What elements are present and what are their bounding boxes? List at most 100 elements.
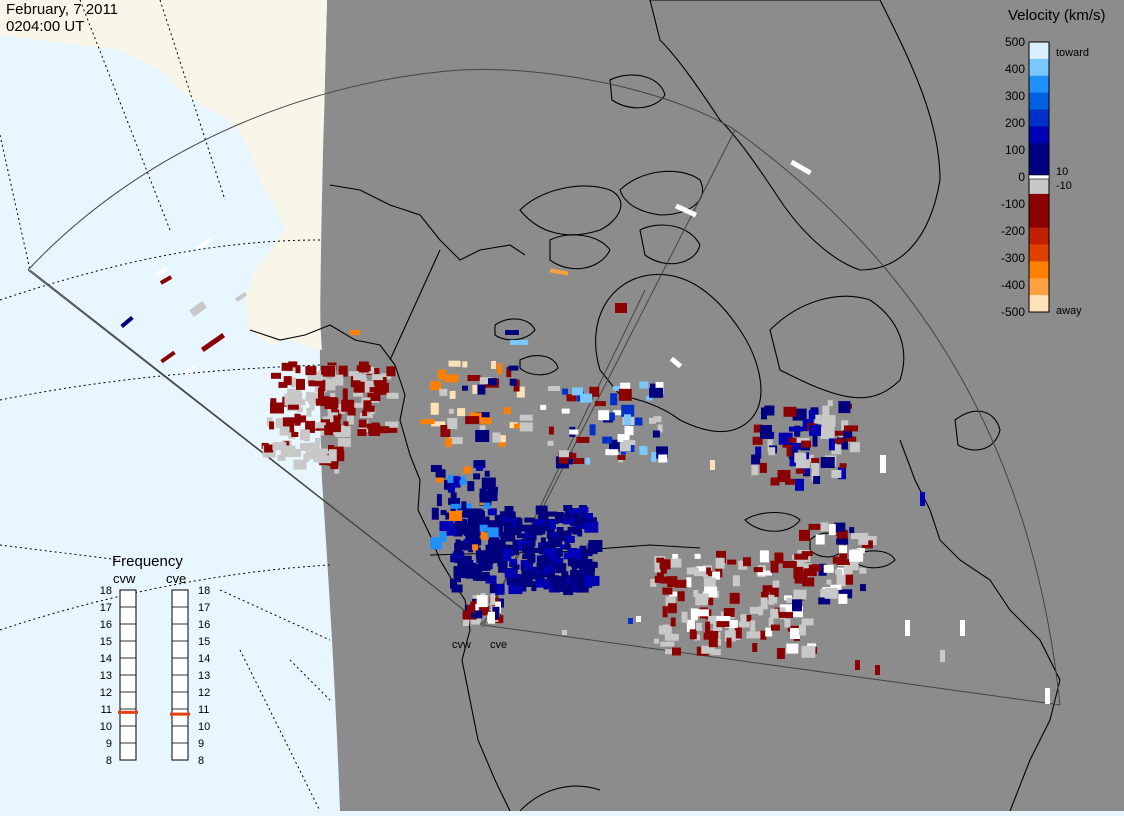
velocity-cell (672, 554, 679, 563)
velocity-cell (581, 509, 588, 517)
velocity-cell (672, 647, 681, 656)
velocity-cell (760, 597, 768, 610)
velocity-cell (462, 361, 468, 368)
latitude-grid (0, 0, 331, 812)
cve-fov-edge (482, 624, 1061, 706)
velocity-cell (462, 385, 468, 391)
velocity-cell (556, 527, 564, 532)
velocity-cell (563, 505, 573, 511)
velocity-cell (669, 356, 683, 369)
fov-arc (27, 68, 736, 271)
velocity-cell (468, 508, 482, 520)
velocity-cell (378, 426, 390, 434)
velocity-cell (712, 571, 721, 580)
velocity-cell (264, 444, 274, 453)
frequency-tick-label: 13 (198, 670, 210, 682)
grid-line (219, 589, 331, 641)
velocity-cell (708, 635, 718, 648)
velocity-cell (465, 570, 480, 579)
velocity-cell (905, 620, 910, 636)
velocity-cell (843, 566, 853, 575)
velocity-cell (767, 439, 773, 452)
velocity-cell (850, 533, 862, 540)
velocity-cell (159, 275, 173, 285)
velocity-cell (305, 451, 319, 459)
velocity-cell (694, 553, 701, 559)
velocity-cell (702, 567, 711, 575)
velocity-cell (448, 497, 461, 505)
velocity-cell (594, 401, 606, 407)
velocity-cell (563, 584, 574, 596)
velocity-cell (510, 340, 528, 345)
velocity-cell (451, 584, 463, 593)
velocity-cell (315, 398, 324, 406)
velocity-cell (845, 436, 857, 442)
velocity-cell (341, 399, 355, 412)
velocity-cell (639, 445, 648, 455)
velocity-color-segment (1029, 210, 1049, 229)
velocity-cell (535, 574, 545, 582)
velocity-cell (743, 557, 751, 567)
velocity-cell (746, 631, 761, 639)
grid-line (79, 0, 171, 231)
velocity-cell (480, 417, 492, 425)
velocity-cell (463, 466, 472, 474)
velocity-cell (701, 645, 716, 654)
velocity-cell (650, 578, 657, 587)
velocity-cell (332, 374, 344, 386)
velocity-cell (509, 558, 518, 567)
velocity-cell (290, 377, 297, 388)
frequency-tick-label: 15 (198, 636, 210, 648)
velocity-cell (585, 513, 593, 519)
velocity-cell (808, 523, 821, 530)
time-label: 0204:00 UT (6, 18, 84, 35)
velocity-cell (500, 557, 508, 568)
great-lake (854, 550, 896, 569)
velocity-cell (291, 392, 303, 404)
velocity-cell (784, 618, 791, 628)
velocity-cell (305, 392, 314, 401)
velocity-cell (305, 420, 316, 433)
velocity-cell (573, 516, 586, 527)
velocity-cell (450, 503, 460, 509)
velocity-cell (755, 446, 762, 459)
frequency-tick-label: 12 (100, 687, 112, 699)
velocity-cell (506, 367, 512, 378)
velocity-cell (811, 457, 820, 463)
velocity-cell (788, 437, 797, 443)
velocity-cell (629, 417, 643, 426)
velocity-cell (563, 552, 570, 560)
velocity-cell (628, 618, 633, 624)
velocity-cell (509, 422, 518, 429)
velocity-cell (838, 467, 846, 480)
velocity-cell (540, 537, 546, 545)
velocity-cell (824, 587, 838, 599)
velocity-cell (154, 267, 168, 277)
frequency-tick-label: 10 (100, 721, 112, 733)
velocity-cell (920, 492, 925, 506)
velocity-cell (610, 393, 618, 406)
velocity-cell (538, 507, 546, 520)
velocity-cell (479, 490, 492, 503)
velocity-cell (547, 572, 553, 579)
velocity-cell (768, 617, 774, 627)
velocity-cell (579, 567, 589, 579)
velocity-cell (540, 554, 548, 567)
fov-arc (734, 129, 1061, 706)
velocity-cell (463, 617, 469, 626)
velocity-cell (686, 567, 699, 575)
velocity-cell (649, 387, 664, 398)
velocity-cell (490, 593, 496, 606)
velocity-cell (654, 575, 663, 583)
velocity-cell (314, 374, 323, 381)
velocity-cell (281, 362, 293, 371)
velocity-cell (585, 457, 591, 465)
velocity-cell (526, 537, 536, 547)
velocity-cell (453, 526, 463, 537)
velocity-cell (799, 529, 810, 541)
velocity-cell (569, 452, 577, 459)
velocity-cell (514, 423, 525, 429)
velocity-cell (646, 395, 653, 401)
